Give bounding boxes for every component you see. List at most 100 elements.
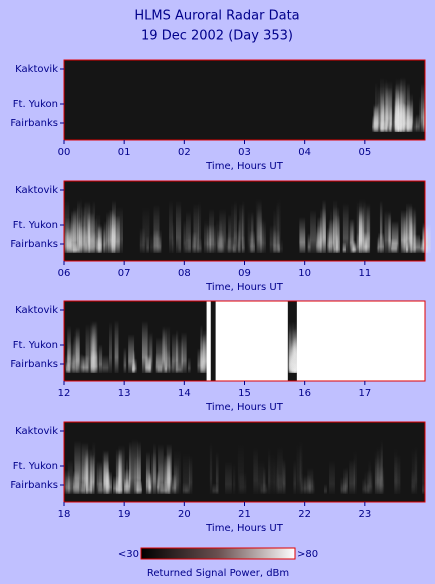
signal-streak	[106, 211, 110, 253]
signal-streak	[356, 201, 363, 253]
no-data	[296, 301, 425, 381]
signal-streak	[388, 120, 392, 132]
signal-streak	[212, 483, 219, 494]
signal-streak	[73, 207, 79, 253]
signal-streak	[376, 236, 380, 253]
signal-streak	[85, 324, 90, 373]
signal-streak	[420, 238, 425, 253]
signal-streak	[134, 455, 141, 494]
no-data	[206, 301, 211, 381]
signal-streak	[128, 441, 132, 494]
signal-streak	[109, 321, 112, 373]
signal-streak	[422, 222, 425, 253]
signal-streak	[320, 208, 327, 253]
colorbar-tick-label: <30	[118, 549, 139, 560]
signal-streak	[183, 220, 186, 253]
signal-streak	[413, 234, 421, 253]
signal-streak	[324, 483, 327, 494]
signal-streak	[132, 349, 136, 373]
signal-streak	[92, 200, 96, 253]
title: HLMS Auroral Radar Data	[134, 9, 299, 24]
signal-streak	[226, 231, 231, 253]
signal-streak	[390, 238, 397, 253]
x-axis-label: Time, Hours UT	[205, 402, 284, 413]
signal-streak	[257, 460, 265, 494]
y-tick-label: Fairbanks	[10, 118, 58, 129]
signal-streak	[402, 232, 409, 253]
signal-streak	[373, 105, 378, 132]
signal-streak	[182, 482, 190, 494]
signal-streak	[200, 324, 203, 373]
x-tick-label: 05	[358, 147, 371, 158]
signal-streak	[158, 444, 164, 494]
signal-streak	[87, 211, 94, 253]
colorbar-label: Returned Signal Power, dBm	[147, 568, 289, 579]
signal-streak	[391, 220, 399, 253]
signal-streak	[81, 464, 86, 494]
x-tick-label: 23	[358, 509, 371, 520]
signal-streak	[303, 474, 311, 494]
signal-streak	[156, 470, 160, 494]
signal-streak	[349, 459, 356, 494]
x-tick-label: 16	[298, 388, 311, 399]
signal-streak	[188, 357, 191, 373]
signal-streak	[118, 445, 125, 494]
signal-streak	[351, 242, 357, 253]
signal-streak	[387, 81, 393, 132]
y-tick-label: Kaktovik	[15, 305, 58, 316]
signal-streak	[151, 452, 157, 494]
x-tick-label: 01	[118, 147, 131, 158]
signal-streak	[378, 232, 385, 253]
y-tick-label: Ft. Yukon	[13, 461, 58, 472]
signal-streak	[176, 329, 179, 373]
signal-streak	[167, 452, 171, 494]
x-tick-label: 08	[178, 268, 191, 279]
x-tick-label: 18	[58, 509, 71, 520]
signal-streak	[65, 361, 71, 373]
signal-streak	[379, 200, 383, 253]
signal-streak	[200, 355, 206, 373]
signal-streak	[71, 242, 77, 253]
signal-streak	[300, 227, 306, 253]
signal-streak	[277, 198, 281, 253]
signal-streak	[342, 203, 349, 253]
signal-streak	[329, 460, 335, 494]
signal-streak	[329, 209, 333, 253]
signal-streak	[105, 471, 112, 494]
signal-streak	[375, 457, 382, 494]
signal-streak	[128, 334, 135, 373]
signal-streak	[114, 319, 119, 373]
signal-streak	[268, 447, 271, 494]
x-axis-label: Time, Hours UT	[205, 161, 284, 172]
signal-streak	[209, 442, 213, 494]
signal-streak	[380, 439, 383, 494]
signal-streak	[209, 224, 216, 253]
signal-streak	[422, 98, 425, 132]
signal-streak	[413, 115, 417, 132]
signal-streak	[362, 478, 366, 494]
signal-streak	[149, 333, 152, 373]
signal-streak	[345, 467, 348, 494]
signal-streak	[203, 329, 210, 373]
signal-streak	[415, 113, 420, 132]
signal-streak	[293, 328, 296, 373]
signal-streak	[141, 320, 148, 373]
signal-streak	[183, 453, 191, 494]
x-tick-label: 22	[298, 509, 311, 520]
signal-streak	[142, 207, 150, 253]
signal-streak	[289, 327, 292, 373]
signal-streak	[260, 482, 268, 494]
signal-streak	[225, 461, 232, 494]
signal-streak	[250, 241, 255, 253]
signal-streak	[82, 214, 86, 253]
signal-streak	[277, 446, 283, 494]
signal-streak	[115, 448, 120, 494]
x-tick-label: 09	[238, 268, 251, 279]
signal-streak	[301, 473, 304, 494]
signal-streak	[276, 235, 280, 253]
signal-streak	[349, 218, 354, 253]
x-tick-label: 00	[58, 147, 71, 158]
x-tick-label: 03	[238, 147, 251, 158]
x-tick-label: 21	[238, 509, 251, 520]
